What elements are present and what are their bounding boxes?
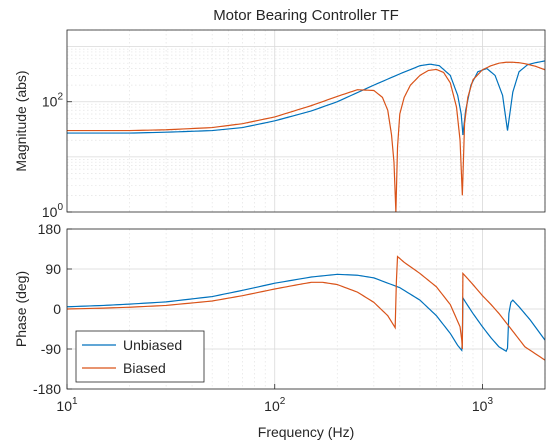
x-tick-label: 103 xyxy=(472,396,494,414)
biased-phase-line xyxy=(67,255,545,361)
magnitude-axes-frame xyxy=(66,29,546,213)
unbiased-phase-line xyxy=(67,273,545,353)
y-tick-label: 180 xyxy=(38,221,62,237)
magnitude-grid xyxy=(66,29,546,212)
y-tick-label: 90 xyxy=(45,261,61,277)
y-tick-label: -90 xyxy=(41,341,61,357)
y-tick-label: 100 xyxy=(42,202,64,220)
x-tick-label: 101 xyxy=(56,396,78,414)
magnitude-y-label: Magnitude (abs) xyxy=(13,70,29,171)
legend-unbiased-label: Unbiased xyxy=(123,337,182,353)
biased-magnitude-line xyxy=(67,61,545,212)
unbiased-magnitude-line xyxy=(67,60,545,135)
y-tick-label: -180 xyxy=(33,381,61,397)
y-tick-label: 102 xyxy=(42,92,64,110)
y-tick-label: 0 xyxy=(53,301,61,317)
legend-box xyxy=(75,330,205,383)
legend: Unbiased Biased xyxy=(75,330,205,383)
frequency-x-label: Frequency (Hz) xyxy=(258,424,354,440)
legend-biased-label: Biased xyxy=(123,360,166,376)
phase-axes-frame xyxy=(66,228,546,390)
x-tick-label: 102 xyxy=(264,396,286,414)
magnitude-axes: 100 102 Magnitude (abs) xyxy=(13,29,546,220)
magnitude-ticks: 100 102 xyxy=(42,92,72,220)
chart-title: Motor Bearing Controller TF xyxy=(213,7,399,24)
phase-y-label: Phase (deg) xyxy=(13,271,29,347)
